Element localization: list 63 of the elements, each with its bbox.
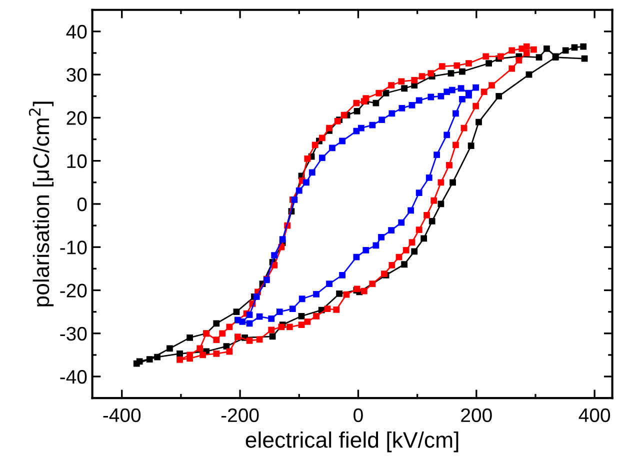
point	[426, 174, 432, 181]
point	[279, 236, 286, 243]
point	[353, 254, 360, 260]
y-tick-label: 20	[66, 111, 87, 125]
point	[313, 290, 320, 298]
point	[308, 169, 316, 176]
y-axis-title: polarisation [μC/cm$^{2}$]	[28, 102, 54, 306]
point	[372, 242, 380, 249]
y-tick-label: 10	[67, 154, 87, 168]
point	[276, 308, 283, 316]
point	[303, 179, 310, 186]
point	[398, 105, 406, 112]
point	[408, 102, 416, 108]
point	[378, 234, 384, 240]
point	[378, 116, 386, 124]
point	[472, 84, 479, 91]
point	[452, 110, 459, 117]
point	[268, 316, 275, 322]
y-tick-label: 0	[77, 197, 87, 212]
point	[408, 207, 414, 214]
point	[339, 272, 346, 278]
x-tick-label: -200	[221, 408, 259, 422]
point	[444, 132, 450, 138]
x-tick-label: 200	[461, 408, 492, 422]
point	[388, 110, 396, 117]
point	[398, 219, 405, 226]
point	[318, 154, 326, 162]
y-tick-label: -10	[60, 240, 87, 254]
y-tick-label: -20	[60, 284, 87, 298]
point	[428, 94, 434, 100]
point	[253, 294, 260, 300]
point	[434, 152, 440, 158]
x-axis-title: electrical field [kV/cm]	[246, 431, 458, 452]
y-tick-label: -40	[60, 370, 87, 384]
point	[444, 88, 450, 96]
point	[271, 252, 278, 259]
y-tick-label: -30	[60, 326, 87, 341]
x-tick-label: 400	[578, 408, 610, 422]
point	[458, 85, 464, 92]
point	[298, 296, 306, 302]
point	[246, 320, 253, 327]
point	[329, 144, 336, 152]
point	[289, 306, 296, 312]
x-tick-label: -400	[103, 408, 141, 422]
point	[326, 280, 332, 287]
point	[438, 92, 444, 100]
point	[416, 97, 422, 104]
point	[466, 92, 472, 98]
x-tick-label: 0	[354, 408, 363, 422]
point	[256, 313, 263, 320]
point	[358, 124, 364, 132]
point	[296, 187, 302, 194]
point	[353, 128, 360, 134]
y-tick-label: 40	[66, 24, 87, 39]
point	[339, 138, 346, 144]
point	[416, 190, 422, 196]
point	[362, 246, 370, 254]
point	[369, 122, 376, 128]
y-tick-label: 30	[66, 68, 87, 82]
point	[388, 227, 394, 234]
point	[459, 96, 466, 102]
point	[448, 86, 456, 94]
point	[246, 312, 253, 318]
